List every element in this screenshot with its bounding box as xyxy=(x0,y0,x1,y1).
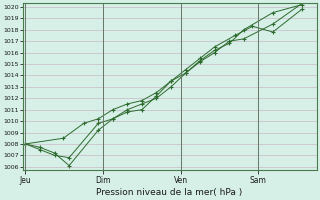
X-axis label: Pression niveau de la mer( hPa ): Pression niveau de la mer( hPa ) xyxy=(96,188,243,197)
